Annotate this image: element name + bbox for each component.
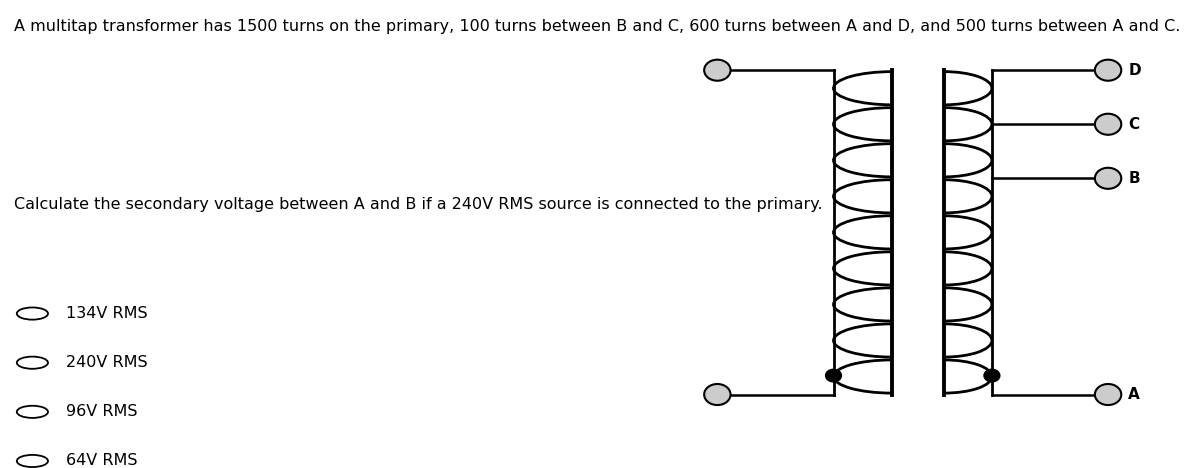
Text: A multitap transformer has 1500 turns on the primary, 100 turns between B and C,: A multitap transformer has 1500 turns on… xyxy=(14,19,1181,34)
Text: Calculate the secondary voltage between A and B if a 240V RMS source is connecte: Calculate the secondary voltage between … xyxy=(14,197,823,212)
Circle shape xyxy=(1094,114,1121,135)
Text: B: B xyxy=(1128,171,1140,186)
Text: C: C xyxy=(1128,117,1139,132)
Text: 64V RMS: 64V RMS xyxy=(66,453,138,468)
Circle shape xyxy=(704,59,731,80)
Text: A: A xyxy=(1128,387,1140,402)
Circle shape xyxy=(984,369,1000,382)
Text: 240V RMS: 240V RMS xyxy=(66,355,148,370)
Circle shape xyxy=(1094,168,1121,189)
Circle shape xyxy=(826,369,841,382)
Text: D: D xyxy=(1128,63,1141,78)
Text: 96V RMS: 96V RMS xyxy=(66,404,138,419)
Text: 134V RMS: 134V RMS xyxy=(66,306,148,321)
Circle shape xyxy=(704,384,731,405)
Circle shape xyxy=(1094,384,1121,405)
Circle shape xyxy=(1094,59,1121,80)
